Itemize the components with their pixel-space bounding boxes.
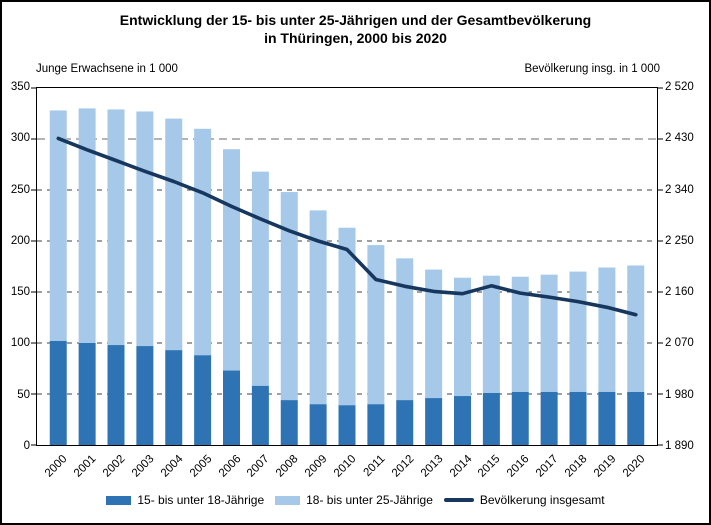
y-tick-label-left: 0 xyxy=(23,440,30,452)
x-tick-label: 2018 xyxy=(562,453,590,480)
x-tick-label: 2003 xyxy=(129,453,157,480)
bar-18-25 xyxy=(540,274,558,392)
x-tick-label: 2016 xyxy=(505,453,532,480)
right-axis-title: Bevölkerung insg. in 1 000 xyxy=(524,63,660,75)
legend-item-population: Bevölkerung insgesamt xyxy=(443,493,605,507)
bar-15-18 xyxy=(78,343,96,445)
y-tick-label-right: 2 430 xyxy=(665,132,694,145)
bar-18-25 xyxy=(136,111,154,347)
bar-18-25 xyxy=(309,210,327,405)
legend-swatch-15-18 xyxy=(106,495,132,505)
x-tick-label: 2005 xyxy=(187,453,215,480)
y-tick-label-right: 2 160 xyxy=(665,286,694,299)
bar-15-18 xyxy=(309,404,327,445)
bar-15-18 xyxy=(598,391,616,445)
bar-15-18 xyxy=(223,370,240,445)
bar-18-25 xyxy=(425,269,443,399)
bar-15-18 xyxy=(49,340,67,445)
x-tick-label: 2009 xyxy=(303,453,330,480)
y-tick-label-left: 250 xyxy=(10,183,30,196)
y-tick-label-right: 2 070 xyxy=(665,337,694,350)
population-line xyxy=(56,136,638,317)
bar-15-18 xyxy=(540,391,558,445)
bar-18-25 xyxy=(194,128,212,356)
left-axis-title: Junge Erwachsene in 1 000 xyxy=(36,63,178,75)
x-tick-label: 2001 xyxy=(72,453,99,480)
x-tick-label: 2011 xyxy=(361,453,388,479)
bar-15-18 xyxy=(107,345,125,445)
y-tick-label-left: 300 xyxy=(10,132,30,145)
bar-18-25 xyxy=(569,271,587,392)
bar-15-18 xyxy=(136,346,154,445)
legend-line-swatch-population xyxy=(443,498,474,502)
bar-18-25 xyxy=(280,192,298,401)
bar-15-18 xyxy=(511,391,529,445)
y-tick-label-right: 2 250 xyxy=(665,234,694,247)
x-tick-label: 2015 xyxy=(476,453,503,480)
bar-18-25 xyxy=(367,245,385,405)
bar-18-25 xyxy=(396,258,414,401)
x-tick-label: 2004 xyxy=(158,453,186,480)
x-tick-label: 2008 xyxy=(274,453,301,480)
x-tick-label: 2006 xyxy=(216,453,243,480)
bar-15-18 xyxy=(280,400,298,445)
bar-18-25 xyxy=(49,110,67,341)
y-tick-label-right: 2 340 xyxy=(665,183,694,196)
bar-15-18 xyxy=(194,355,212,445)
bar-18-25 xyxy=(223,149,240,371)
bar-15-18 xyxy=(165,350,183,445)
x-tick-label: 2010 xyxy=(331,453,359,480)
bar-15-18 xyxy=(425,398,443,445)
bar-18-25 xyxy=(482,275,500,393)
bar-18-25 xyxy=(627,265,645,392)
y-tick-label-left: 50 xyxy=(17,388,30,401)
y-tick-label-left: 200 xyxy=(10,234,30,247)
bar-18-25 xyxy=(598,267,616,392)
bar-15-18 xyxy=(396,400,414,445)
bar-18-25 xyxy=(511,276,529,392)
chart-legend: 15- bis unter 18-Jährige 18- bis unter 2… xyxy=(2,489,709,511)
x-tick-label: 2002 xyxy=(100,453,128,480)
legend-item-15-18: 15- bis unter 18-Jährige xyxy=(106,493,264,507)
x-tick-label: 2000 xyxy=(43,453,70,480)
x-tick-label: 2007 xyxy=(245,453,272,480)
bar-15-18 xyxy=(251,385,269,445)
x-tick-label: 2013 xyxy=(418,453,446,480)
y-tick-label-right: 2 520 xyxy=(665,81,694,93)
chart-canvas xyxy=(31,87,663,446)
y-tick-label-left: 350 xyxy=(10,81,30,93)
bar-15-18 xyxy=(367,404,385,445)
bar-15-18 xyxy=(569,391,587,445)
x-tick-label: 2017 xyxy=(534,453,561,480)
legend-label-15-18: 15- bis unter 18-Jährige xyxy=(137,493,265,507)
bar-15-18 xyxy=(338,405,356,445)
bar-18-25 xyxy=(251,171,269,386)
bar-18-25 xyxy=(165,118,183,351)
chart-title-line1: Entwicklung der 15- bis unter 25-Jährige… xyxy=(119,12,592,28)
legend-label-18-25: 18- bis unter 25-Jährige xyxy=(306,493,433,507)
x-tick-label: 2019 xyxy=(591,453,619,480)
x-tick-label: 2012 xyxy=(389,453,417,480)
chart-title-line2: in Thüringen, 2000 bis 2020 xyxy=(264,30,447,47)
bar-18-25 xyxy=(107,109,125,346)
bar-15-18 xyxy=(454,396,471,445)
plot-area xyxy=(31,87,663,446)
bar-18-25 xyxy=(338,227,356,406)
bar-15-18 xyxy=(482,392,500,445)
chart-title: Entwicklung der 15- bis unter 25-Jährige… xyxy=(2,11,709,48)
y-tick-label-left: 150 xyxy=(10,286,30,299)
legend-swatch-18-25 xyxy=(275,495,301,505)
bar-18-25 xyxy=(454,277,471,397)
bar-18-25 xyxy=(78,108,96,344)
x-tick-label: 2020 xyxy=(620,453,648,480)
legend-item-18-25: 18- bis unter 25-Jährige xyxy=(275,493,433,507)
x-tick-label: 2014 xyxy=(447,453,474,480)
bar-15-18 xyxy=(627,391,645,445)
y-tick-label-left: 100 xyxy=(10,337,30,350)
y-tick-label-right: 1 980 xyxy=(665,388,694,401)
y-tick-label-right: 1 890 xyxy=(665,440,694,452)
legend-label-population: Bevölkerung insgesamt xyxy=(479,493,605,507)
